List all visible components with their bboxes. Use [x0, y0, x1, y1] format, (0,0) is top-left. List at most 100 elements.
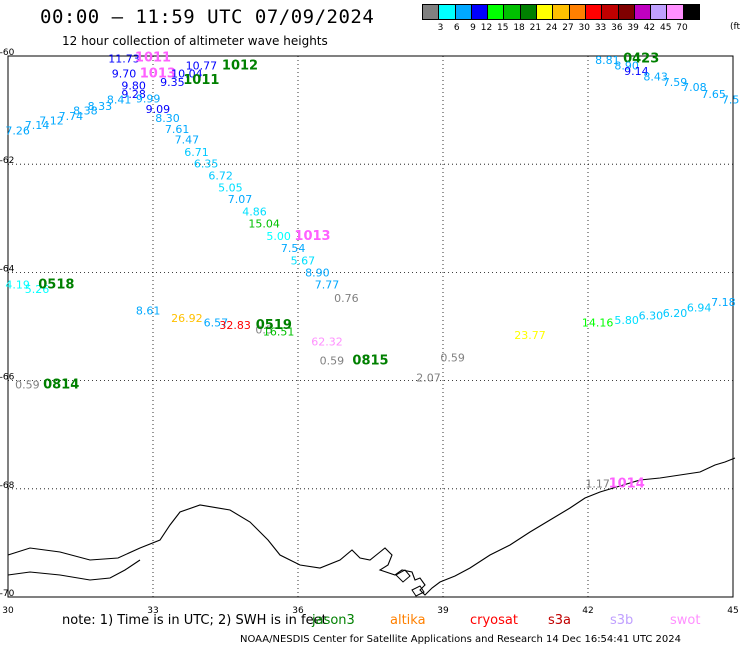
y-tick-label: -60	[0, 48, 15, 58]
wave-height-label: 0.76	[334, 292, 359, 305]
wave-height-label: 0.59	[15, 379, 40, 392]
colorbar-label: 30	[578, 23, 590, 33]
y-tick-label: -70	[0, 589, 15, 599]
colorbar-label: 18	[513, 23, 525, 33]
wave-height-label: 7.54	[281, 242, 306, 255]
wave-height-label: 5.26	[25, 283, 50, 296]
wave-height-label: 23.77	[514, 329, 546, 342]
wave-height-label: 7.07	[228, 193, 253, 206]
wave-height-label: 7.14	[25, 119, 50, 132]
wave-height-label: 8.90	[305, 267, 330, 280]
x-tick-label: 33	[147, 606, 158, 616]
pass-time-label: 0519	[256, 318, 292, 333]
y-tick-label: -66	[0, 373, 15, 383]
colorbar-label: 12	[480, 23, 493, 33]
satellite-label: jason3	[312, 613, 355, 628]
pass-time-label: 1012	[222, 59, 258, 74]
wave-height-label: 11.73	[108, 52, 140, 65]
wave-height-label: 8.43	[643, 70, 668, 83]
colorbar-label: 6	[453, 23, 460, 33]
wave-height-label: 6.71	[184, 146, 209, 159]
y-tick-label: -68	[0, 481, 15, 491]
wave-height-colorbar: 3 6 9 12 15 18 21 24 27 30 33 36 39 42 45 70	[422, 4, 701, 33]
coastline	[7, 457, 736, 596]
wave-height-label: 9.70	[112, 68, 137, 81]
colorbar-swatch: 42	[633, 4, 655, 33]
wave-height-label: 9.99	[136, 93, 161, 106]
wave-height-label: 4.19	[5, 279, 30, 292]
wave-height-label: 8.30	[155, 112, 180, 125]
pass-time-label: 1011	[183, 73, 219, 88]
pass-time-label: 1013	[140, 67, 176, 82]
map-title: 00:00 – 11:59 UTC 07/09/2024	[40, 6, 375, 28]
wave-height-label: 9.35	[160, 76, 185, 89]
wave-height-label: 6.20	[663, 307, 688, 320]
x-tick-label: 36	[292, 606, 304, 616]
colorbar-unit: (ft)	[730, 22, 740, 32]
wave-height-label: 5.00	[266, 230, 291, 243]
map-frame	[7, 55, 734, 598]
wave-height-label: 5.05	[218, 181, 243, 194]
wave-height-label: 0.5	[255, 324, 273, 337]
colorbar-label: 15	[497, 23, 509, 33]
wave-height-label: 0.59	[440, 352, 465, 365]
satellite-label: cryosat	[470, 613, 518, 628]
wave-height-label: 8.81	[595, 54, 620, 67]
wave-height-label: 7.47	[175, 134, 200, 147]
colorbar-label: 9	[470, 23, 476, 33]
wave-height-label: 6.94	[687, 301, 712, 314]
wave-height-label: 7.59	[663, 76, 688, 89]
colorbar-label: 45	[660, 23, 672, 33]
pass-time-label: 1013	[294, 229, 330, 244]
wave-height-label: 7.65	[701, 88, 726, 101]
pass-time-label: 1011	[135, 50, 171, 65]
wave-height-label: 26.92	[171, 312, 203, 325]
colorbar-label: 36	[611, 23, 623, 33]
pass-time-label: 0814	[43, 378, 79, 393]
wave-height-label: 8.33	[88, 100, 113, 113]
wave-height-label: 7.61	[165, 123, 190, 136]
wave-height-label: 8.41	[107, 94, 132, 107]
wave-height-label: 8.90	[614, 60, 639, 73]
wave-height-label: 8.61	[136, 305, 161, 318]
wave-height-label: 9.09	[146, 103, 171, 116]
colorbar-label: 27	[562, 23, 574, 33]
satellite-label: altika	[390, 613, 426, 628]
wave-height-label: 6.35	[194, 157, 219, 170]
footer-note: note: 1) Time is in UTC; 2) SWH is in fe…	[62, 613, 327, 628]
map-subtitle: 12 hour collection of altimeter wave hei…	[62, 34, 328, 48]
colorbar-swatch: 9	[454, 4, 476, 33]
wave-height-label: 14.16	[582, 317, 614, 330]
pass-time-label: 1014	[609, 477, 645, 492]
colorbar-label: 70	[676, 23, 688, 33]
wave-height-label: 10.77	[186, 60, 218, 73]
wave-height-label: 4.86	[242, 206, 267, 219]
wave-height-label: 16.51	[263, 326, 295, 339]
y-tick-label: -62	[0, 156, 14, 166]
colorbar-label: 42	[643, 23, 656, 33]
wave-height-label: 15.04	[248, 217, 280, 230]
map-border	[7, 55, 734, 598]
pass-time-label: 0518	[38, 278, 74, 293]
x-tick-label: 42	[582, 606, 593, 616]
colorbar-swatch: 18	[503, 4, 525, 33]
wave-height-label: 10.04	[171, 68, 203, 81]
wave-height-label: 8.38	[73, 104, 98, 117]
wave-height-label: 62.32	[311, 335, 343, 348]
wave-height-label: 6.72	[208, 169, 233, 182]
wave-height-label: 7.12	[39, 115, 64, 128]
wave-height-label: 7.77	[315, 279, 340, 292]
wave-height-label: 5.67	[291, 254, 316, 267]
wave-height-label: 7.26	[5, 124, 30, 137]
colorbar-label: 24	[545, 23, 558, 33]
wave-height-label: 9.14	[624, 65, 649, 78]
wave-height-label: 1.17	[585, 478, 610, 491]
colorbar-label: 33	[594, 23, 607, 33]
wave-height-label: 5.80	[614, 314, 639, 327]
colorbar-label: 3	[437, 23, 444, 33]
wave-height-label: 7.74	[59, 110, 84, 123]
wave-height-label: 2.07	[416, 372, 441, 385]
y-tick-label: -64	[0, 264, 15, 274]
